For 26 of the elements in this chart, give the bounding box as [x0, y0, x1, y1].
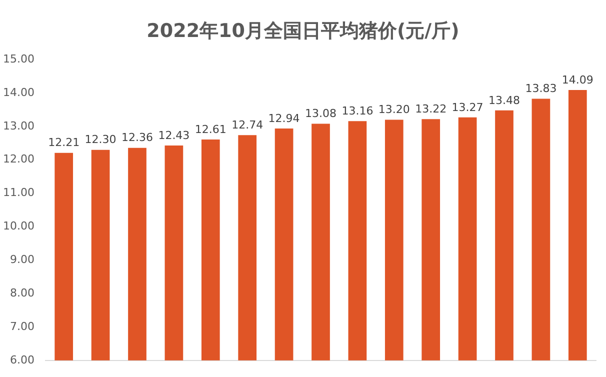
y-tick-label: 10.00: [2, 220, 34, 233]
data-label: 12.21: [48, 136, 80, 150]
data-label: 12.30: [84, 133, 116, 146]
data-label: 12.61: [194, 122, 226, 136]
y-tick-label: 8.00: [10, 286, 34, 300]
data-label: 12.36: [121, 131, 153, 144]
data-label: 12.94: [268, 112, 300, 125]
y-tick-label: 6.00: [10, 353, 34, 366]
data-label: 13.08: [304, 107, 336, 120]
data-label: 13.83: [525, 82, 557, 96]
data-label: 12.74: [232, 118, 264, 132]
y-tick-label: 15.00: [2, 52, 34, 66]
data-label: 13.27: [452, 100, 484, 114]
data-label: 13.16: [342, 104, 374, 118]
data-label: 12.43: [158, 128, 190, 142]
y-tick-label: 14.00: [2, 86, 34, 99]
y-tick-label: 7.00: [10, 320, 34, 333]
data-label: 13.20: [378, 103, 410, 116]
data-label: 14.09: [562, 73, 594, 86]
chart-title: 2022年10月全国日平均猪价(元/斤): [146, 19, 460, 44]
y-tick-label: 12.00: [2, 152, 34, 166]
data-label: 13.22: [415, 102, 447, 116]
y-tick-label: 13.00: [2, 119, 34, 132]
y-tick-label: 11.00: [2, 186, 34, 200]
data-label: 13.48: [488, 94, 520, 107]
y-tick-label: 9.00: [10, 252, 34, 266]
